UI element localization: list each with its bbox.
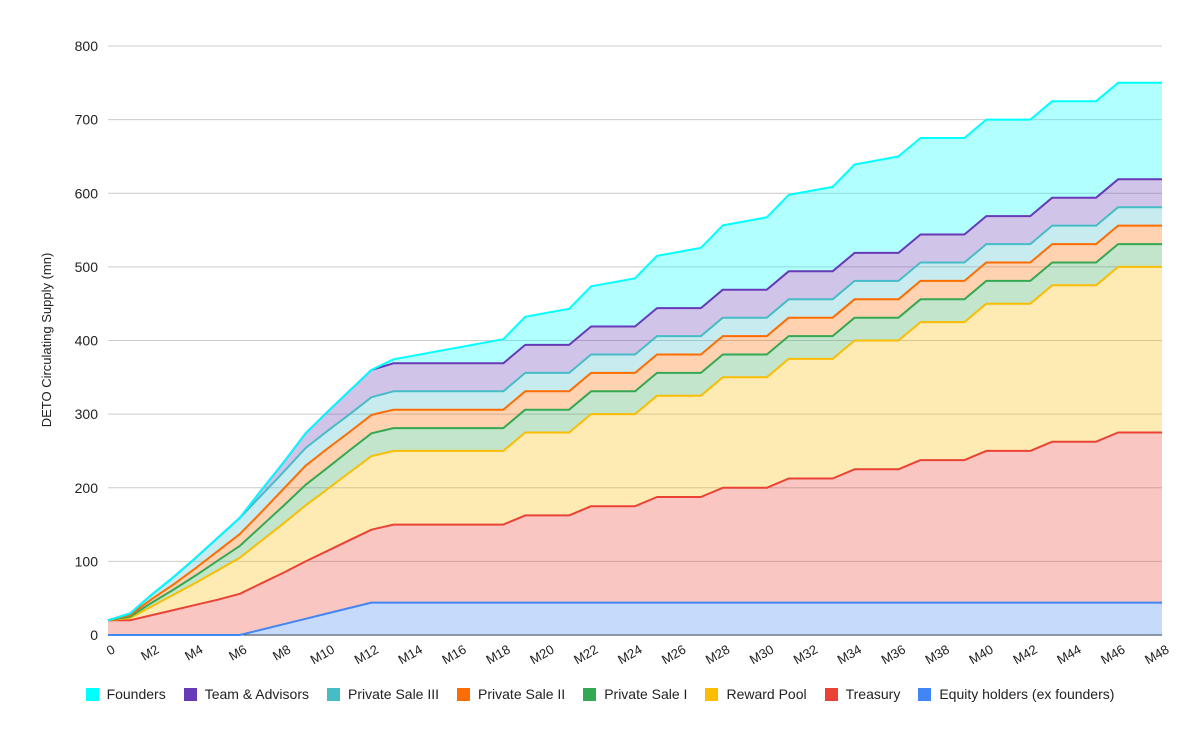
legend-swatch bbox=[824, 687, 838, 701]
y-tick-label: 0 bbox=[90, 627, 98, 643]
y-tick-label: 700 bbox=[75, 112, 99, 128]
x-tick-label: M10 bbox=[308, 642, 337, 668]
y-tick-label: 300 bbox=[75, 406, 99, 422]
x-tick-label: M46 bbox=[1098, 642, 1127, 668]
y-tick-label: 400 bbox=[75, 333, 99, 349]
legend-swatch bbox=[705, 687, 719, 701]
area-founders bbox=[108, 82, 1162, 621]
x-tick-label: M40 bbox=[966, 642, 995, 668]
x-tick-label: M44 bbox=[1054, 642, 1083, 668]
line-private-sale-i bbox=[107, 243, 1162, 622]
x-tick-label: M38 bbox=[923, 642, 952, 668]
legend-swatch bbox=[85, 687, 99, 701]
x-tick-label: M42 bbox=[1010, 642, 1039, 668]
legend: Founders Team & Advisors Private Sale II… bbox=[0, 686, 1200, 702]
legend-label: Equity holders (ex founders) bbox=[939, 686, 1115, 702]
legend-swatch bbox=[457, 687, 471, 701]
legend-swatch bbox=[326, 687, 340, 701]
line-equity-holders-ex-founders bbox=[108, 601, 1162, 636]
y-tick-label: 200 bbox=[75, 480, 99, 496]
legend-item-private-sale-iii[interactable]: Private Sale III bbox=[326, 686, 440, 702]
legend-label: Team & Advisors bbox=[204, 686, 309, 702]
legend-item-private-sale-ii[interactable]: Private Sale II bbox=[457, 686, 565, 702]
legend-item-founders[interactable]: Founders bbox=[85, 686, 166, 702]
x-tick-label: M36 bbox=[879, 642, 908, 668]
line-reward-pool bbox=[107, 265, 1162, 622]
legend-label: Reward Pool bbox=[726, 686, 807, 702]
x-tick-label: M30 bbox=[747, 642, 776, 668]
legend-swatch bbox=[583, 687, 597, 701]
x-tick-label: M48 bbox=[1142, 642, 1171, 668]
legend-swatch bbox=[183, 687, 197, 701]
y-tick-label: 100 bbox=[75, 553, 99, 569]
stacked-area-chart: 0 100 200 300 400 500 600 700 800 0 M2 M4 M6 M8 M10 M1… bbox=[39, 38, 1172, 668]
y-axis-label: DETO Circulating Supply (mn) bbox=[39, 253, 54, 428]
x-tick-label: M14 bbox=[396, 642, 425, 668]
x-tick-label: M4 bbox=[182, 642, 205, 664]
series-areas bbox=[108, 82, 1162, 635]
x-tick-label: M26 bbox=[659, 642, 688, 668]
x-tick-label: M16 bbox=[439, 642, 468, 668]
legend-label: Private Sale III bbox=[347, 686, 440, 702]
legend-label: Founders bbox=[106, 686, 166, 702]
legend-label: Treasury bbox=[845, 686, 901, 702]
y-tick-label: 500 bbox=[75, 259, 99, 275]
legend-item-treasury[interactable]: Treasury bbox=[824, 686, 901, 702]
y-tick-label: 600 bbox=[75, 185, 99, 201]
y-axis-ticks: 0 100 200 300 400 500 600 700 800 bbox=[75, 38, 99, 643]
x-axis-ticks: 0 M2 M4 M6 M8 M10 M12 M14 M16 M18 M20 M22 M24 M26 M28 M… bbox=[104, 642, 1172, 668]
line-founders bbox=[107, 81, 1162, 622]
line-treasury bbox=[108, 431, 1162, 622]
line-private-sale-iii bbox=[107, 206, 1162, 622]
x-tick-label: M34 bbox=[835, 642, 864, 668]
legend-item-private-sale-i[interactable]: Private Sale I bbox=[583, 686, 687, 702]
legend-label: Private Sale II bbox=[478, 686, 566, 702]
x-tick-label: M8 bbox=[270, 642, 293, 664]
x-tick-label: M32 bbox=[791, 642, 820, 668]
x-tick-label: M2 bbox=[138, 642, 161, 664]
x-tick-label: M12 bbox=[352, 642, 381, 668]
x-tick-label: M22 bbox=[571, 642, 600, 668]
x-tick-label: M20 bbox=[527, 642, 556, 668]
series-lines bbox=[107, 81, 1162, 636]
area-private-sale-i bbox=[108, 244, 1162, 621]
legend-item-team-advisors[interactable]: Team & Advisors bbox=[183, 686, 309, 702]
x-tick-label: 0 bbox=[104, 642, 118, 659]
area-team-advisors bbox=[108, 179, 1162, 621]
legend-swatch bbox=[918, 687, 932, 701]
legend-item-equity-holders[interactable]: Equity holders (ex founders) bbox=[918, 686, 1114, 702]
y-tick-label: 800 bbox=[75, 38, 99, 54]
line-private-sale-ii bbox=[107, 224, 1162, 622]
x-tick-label: M6 bbox=[226, 642, 249, 664]
x-tick-label: M24 bbox=[615, 642, 644, 668]
x-tick-label: M28 bbox=[703, 642, 732, 668]
legend-item-reward-pool[interactable]: Reward Pool bbox=[705, 686, 807, 702]
x-tick-label: M18 bbox=[483, 642, 512, 668]
legend-label: Private Sale I bbox=[604, 686, 688, 702]
area-treasury bbox=[108, 432, 1162, 635]
area-reward-pool bbox=[108, 266, 1162, 621]
area-equity-holders-ex-founders bbox=[108, 602, 1162, 635]
